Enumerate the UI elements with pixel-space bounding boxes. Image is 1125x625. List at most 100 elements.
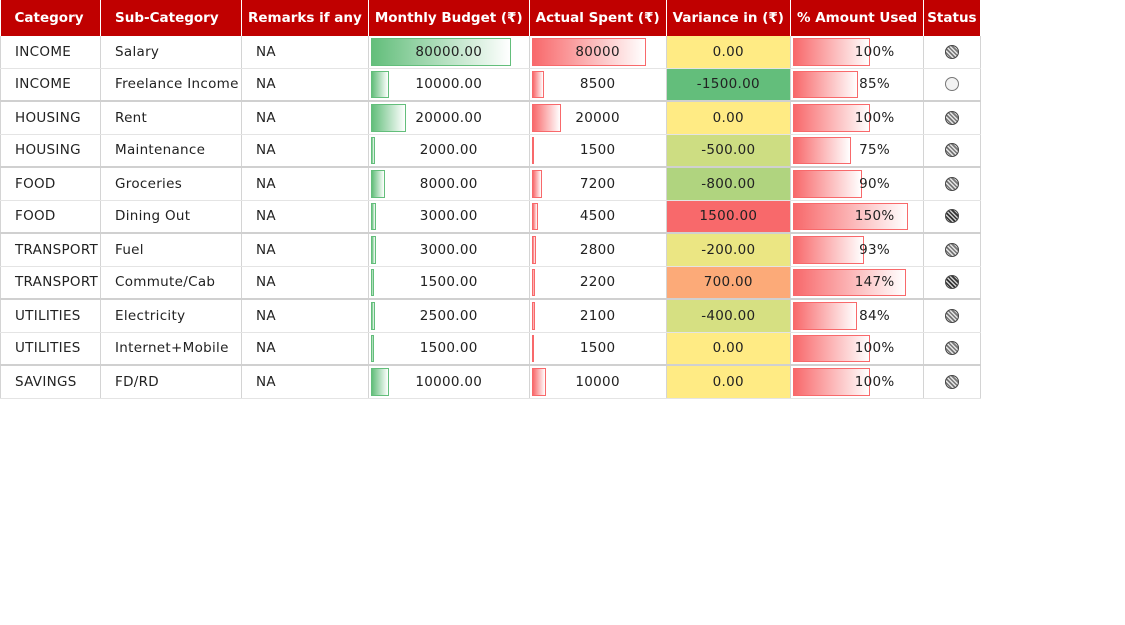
spent-cell[interactable]: 80000 [529,36,667,69]
variance-cell[interactable]: 0.00 [666,332,791,366]
sub-category-cell[interactable]: Maintenance [100,134,242,168]
remarks-cell[interactable]: NA [241,298,369,333]
category-cell[interactable]: TRANSPORT [0,266,101,300]
status-cell[interactable] [923,232,981,267]
status-cell[interactable] [923,166,981,201]
budget-cell[interactable]: 8000.00 [368,166,530,201]
category-cell[interactable]: UTILITIES [0,298,101,333]
spent-cell[interactable]: 2200 [529,266,667,300]
remarks-cell[interactable]: NA [241,36,369,69]
budget-cell[interactable]: 3000.00 [368,200,530,234]
category-cell[interactable]: HOUSING [0,100,101,135]
status-cell[interactable] [923,332,981,366]
percent-used-cell[interactable]: 150% [790,200,925,234]
percent-used-cell[interactable]: 100% [790,36,925,69]
budget-cell[interactable]: 1500.00 [368,332,530,366]
budget-cell[interactable]: 20000.00 [368,100,530,135]
sub-category-cell[interactable]: Electricity [100,298,242,333]
sub-category-cell[interactable]: Groceries [100,166,242,201]
remarks-cell[interactable]: NA [241,200,369,234]
variance-cell[interactable]: 700.00 [666,266,791,300]
header-remarks[interactable]: Remarks if any [241,0,369,36]
category-cell[interactable]: INCOME [0,36,101,69]
percent-value: 100% [854,373,895,390]
spent-cell[interactable]: 8500 [529,68,667,102]
variance-cell[interactable]: 0.00 [666,36,791,69]
remarks-cell[interactable]: NA [241,134,369,168]
header-percent-used[interactable]: % Amount Used [790,0,925,36]
percent-used-cell[interactable]: 93% [790,232,925,267]
category-cell[interactable]: INCOME [0,68,101,102]
status-cell[interactable] [923,100,981,135]
variance-cell[interactable]: -500.00 [666,134,791,168]
budget-table: Category Sub-Category Remarks if any Mon… [0,0,981,399]
status-cell[interactable] [923,68,981,102]
sub-category-cell[interactable]: Commute/Cab [100,266,242,300]
category-cell[interactable]: HOUSING [0,134,101,168]
header-sub-category[interactable]: Sub-Category [100,0,242,36]
status-cell[interactable] [923,266,981,300]
spent-cell[interactable]: 2100 [529,298,667,333]
status-cell[interactable] [923,134,981,168]
budget-value: 8000.00 [419,175,478,192]
remarks-cell[interactable]: NA [241,166,369,201]
budget-cell[interactable]: 10000.00 [368,68,530,102]
status-cell[interactable] [923,364,981,399]
budget-cell[interactable]: 2500.00 [368,298,530,333]
variance-cell[interactable]: 1500.00 [666,200,791,234]
budget-cell[interactable]: 2000.00 [368,134,530,168]
sub-category-cell[interactable]: Salary [100,36,242,69]
sub-category-cell[interactable]: Fuel [100,232,242,267]
category-cell[interactable]: UTILITIES [0,332,101,366]
budget-cell[interactable]: 1500.00 [368,266,530,300]
variance-cell[interactable]: -800.00 [666,166,791,201]
header-actual-spent[interactable]: Actual Spent (₹) [529,0,667,36]
remarks-cell[interactable]: NA [241,364,369,399]
remarks-cell[interactable]: NA [241,232,369,267]
budget-cell[interactable]: 80000.00 [368,36,530,69]
percent-used-cell[interactable]: 100% [790,364,925,399]
spent-cell[interactable]: 1500 [529,332,667,366]
sub-category-cell[interactable]: Internet+Mobile [100,332,242,366]
percent-used-cell[interactable]: 85% [790,68,925,102]
category-cell[interactable]: SAVINGS [0,364,101,399]
variance-cell[interactable]: 0.00 [666,100,791,135]
remarks-cell[interactable]: NA [241,68,369,102]
percent-used-cell[interactable]: 147% [790,266,925,300]
variance-cell[interactable]: -1500.00 [666,68,791,102]
budget-cell[interactable]: 10000.00 [368,364,530,399]
spent-cell[interactable]: 4500 [529,200,667,234]
status-cell[interactable] [923,298,981,333]
variance-cell[interactable]: -400.00 [666,298,791,333]
sub-category-cell[interactable]: Rent [100,100,242,135]
remarks-cell[interactable]: NA [241,332,369,366]
header-variance[interactable]: Variance in (₹) [666,0,791,36]
spent-cell[interactable]: 10000 [529,364,667,399]
category-cell[interactable]: FOOD [0,166,101,201]
percent-used-cell[interactable]: 100% [790,100,925,135]
percent-used-cell[interactable]: 84% [790,298,925,333]
header-category[interactable]: Category [0,0,101,36]
remarks-cell[interactable]: NA [241,266,369,300]
spent-cell[interactable]: 20000 [529,100,667,135]
header-monthly-budget[interactable]: Monthly Budget (₹) [368,0,530,36]
category-cell[interactable]: TRANSPORT [0,232,101,267]
sub-category-cell[interactable]: Freelance Income [100,68,242,102]
variance-cell[interactable]: -200.00 [666,232,791,267]
status-cell[interactable] [923,36,981,69]
variance-cell[interactable]: 0.00 [666,364,791,399]
percent-used-cell[interactable]: 100% [790,332,925,366]
status-cell[interactable] [923,200,981,234]
spent-cell[interactable]: 1500 [529,134,667,168]
remarks-cell[interactable]: NA [241,100,369,135]
spent-cell[interactable]: 2800 [529,232,667,267]
header-status[interactable]: Status [923,0,981,36]
percent-used-cell[interactable]: 75% [790,134,925,168]
percent-used-cell[interactable]: 90% [790,166,925,201]
spent-cell[interactable]: 7200 [529,166,667,201]
budget-cell[interactable]: 3000.00 [368,232,530,267]
sub-category-cell[interactable]: Dining Out [100,200,242,234]
budget-data-bar [370,202,376,230]
category-cell[interactable]: FOOD [0,200,101,234]
sub-category-cell[interactable]: FD/RD [100,364,242,399]
